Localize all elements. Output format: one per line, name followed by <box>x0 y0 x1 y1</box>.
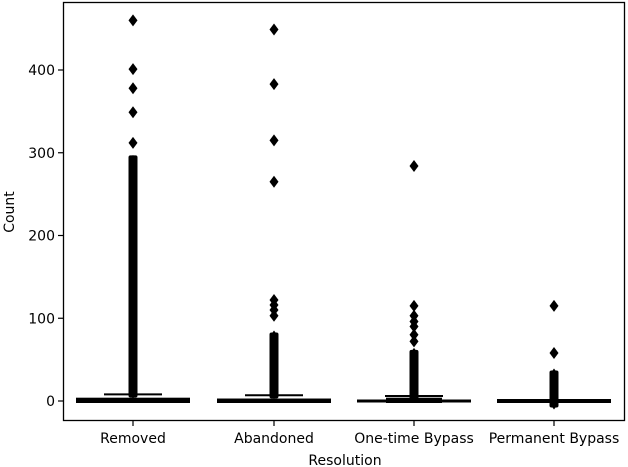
outlier-marker <box>128 287 138 300</box>
outlier-marker <box>128 370 138 383</box>
outlier-marker <box>269 175 279 188</box>
outlier-marker <box>128 179 138 192</box>
outlier-marker <box>269 23 279 36</box>
outlier-marker <box>269 330 279 343</box>
outlier-marker <box>269 378 279 391</box>
x-tick-label: Permanent Bypass <box>489 431 620 447</box>
axes-frame <box>62 1 626 422</box>
outlier-marker <box>128 295 138 308</box>
outlier-marker <box>409 378 419 391</box>
outlier-marker <box>128 262 138 275</box>
x-axis: Removed Abandoned One-time Bypass Permanent… <box>100 420 620 447</box>
outlier-marker <box>128 361 138 374</box>
outlier-marker <box>128 312 138 325</box>
box-group-abandoned <box>217 23 331 403</box>
outlier-marker <box>128 328 138 341</box>
y-axis: 0 100 200 300 400 <box>28 63 64 410</box>
outlier-marker <box>409 370 419 383</box>
outlier-marker <box>128 82 138 95</box>
outlier-marker <box>409 353 419 366</box>
box-group-removed <box>76 14 190 403</box>
outlier-marker <box>128 14 138 27</box>
box <box>217 398 331 403</box>
outlier-marker <box>269 353 279 366</box>
outlier-marker <box>269 309 279 322</box>
x-tick-label: One-time Bypass <box>354 431 474 447</box>
outlier-marker <box>128 63 138 76</box>
outlier-marker <box>128 196 138 209</box>
outlier-marker <box>409 320 419 333</box>
outlier-marker <box>269 337 279 350</box>
x-axis-label: Resolution <box>308 453 381 467</box>
outlier-marker <box>128 171 138 184</box>
outlier-marker <box>128 106 138 119</box>
outlier-marker <box>128 337 138 350</box>
outlier-marker <box>409 335 419 348</box>
outlier-marker <box>409 361 419 374</box>
outlier-marker <box>128 386 138 399</box>
outlier-marker <box>128 233 138 246</box>
outlier-marker <box>128 136 138 149</box>
y-tick-label: 400 <box>28 63 55 79</box>
x-tick-label: Abandoned <box>234 431 314 447</box>
outlier-marker <box>128 320 138 333</box>
outlier-marker <box>128 345 138 358</box>
x-tick-label: Removed <box>100 431 166 447</box>
y-tick-label: 300 <box>28 146 55 162</box>
outlier-marker <box>128 188 138 201</box>
y-tick-label: 100 <box>28 311 55 327</box>
y-tick-label: 200 <box>28 229 55 245</box>
outlier-marker <box>128 378 138 391</box>
plot-area <box>76 14 611 410</box>
outlier-marker <box>269 345 279 358</box>
outlier-marker <box>549 347 559 360</box>
outlier-marker <box>128 254 138 267</box>
outlier-marker <box>128 163 138 176</box>
box <box>76 397 190 403</box>
outlier-marker <box>549 299 559 312</box>
outlier-marker <box>409 328 419 341</box>
y-axis-label: Count <box>2 191 18 233</box>
outlier-marker <box>269 361 279 374</box>
outlier-marker <box>128 353 138 366</box>
outlier-marker <box>409 159 419 172</box>
box-group-one-time-bypass <box>357 159 471 403</box>
outlier-marker <box>269 134 279 147</box>
y-tick-label: 0 <box>46 394 55 410</box>
outlier-marker <box>128 270 138 283</box>
outlier-marker <box>128 208 138 221</box>
outlier-marker <box>269 78 279 91</box>
box-group-permanent-bypass <box>497 299 611 410</box>
outlier-marker <box>269 370 279 383</box>
outlier-marker <box>128 279 138 292</box>
outlier-marker <box>409 299 419 312</box>
outlier-marker <box>128 303 138 316</box>
